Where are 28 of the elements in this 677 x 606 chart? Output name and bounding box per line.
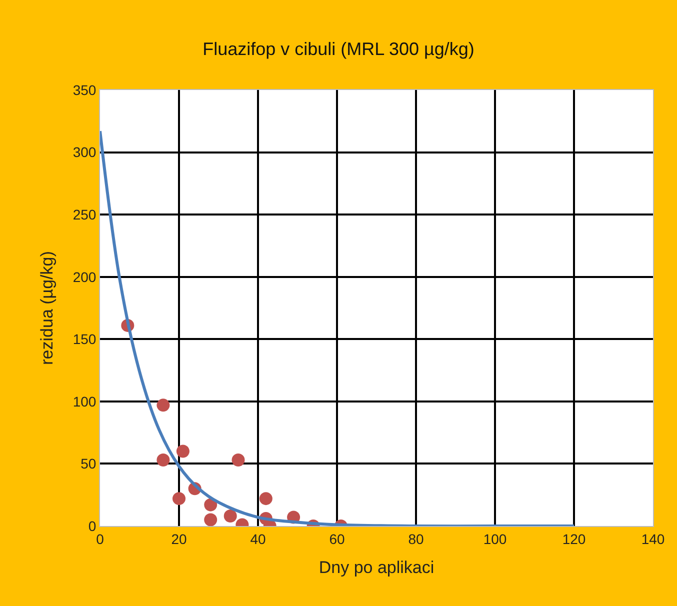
y-tick-label: 50	[80, 456, 96, 472]
point	[232, 453, 245, 466]
y-tick-label: 150	[72, 331, 96, 348]
x-tick-label: 20	[171, 530, 187, 547]
point	[172, 492, 186, 506]
line-series	[100, 130, 576, 526]
x-tick-label: 140	[641, 530, 665, 547]
y-tick-label: 0	[88, 518, 96, 534]
point	[224, 510, 237, 523]
x-tick-label: 100	[483, 530, 507, 547]
point	[259, 492, 272, 506]
point	[156, 398, 170, 412]
chart-title: Fluazifop v cibuli (MRL 300 µg/kg)	[202, 39, 474, 60]
y-tick-label: 100	[72, 393, 96, 410]
y-tick-label: 250	[72, 206, 96, 222]
x-tick-label: 80	[408, 530, 424, 547]
y-axis-title: rezidua (µg/kg)	[37, 251, 56, 365]
y-tick-label: 200	[72, 268, 96, 285]
x-tick-label: 120	[562, 530, 586, 547]
point	[204, 498, 218, 512]
x-tick-label: 40	[250, 530, 266, 547]
x-axis-title: Dny po aplikaci	[318, 558, 434, 578]
point	[204, 513, 218, 526]
y-tick-label: 300	[72, 144, 96, 160]
x-tick-label: 60	[329, 530, 345, 547]
point	[176, 444, 190, 458]
point	[156, 453, 170, 466]
y-tick-label: 350	[72, 82, 96, 98]
